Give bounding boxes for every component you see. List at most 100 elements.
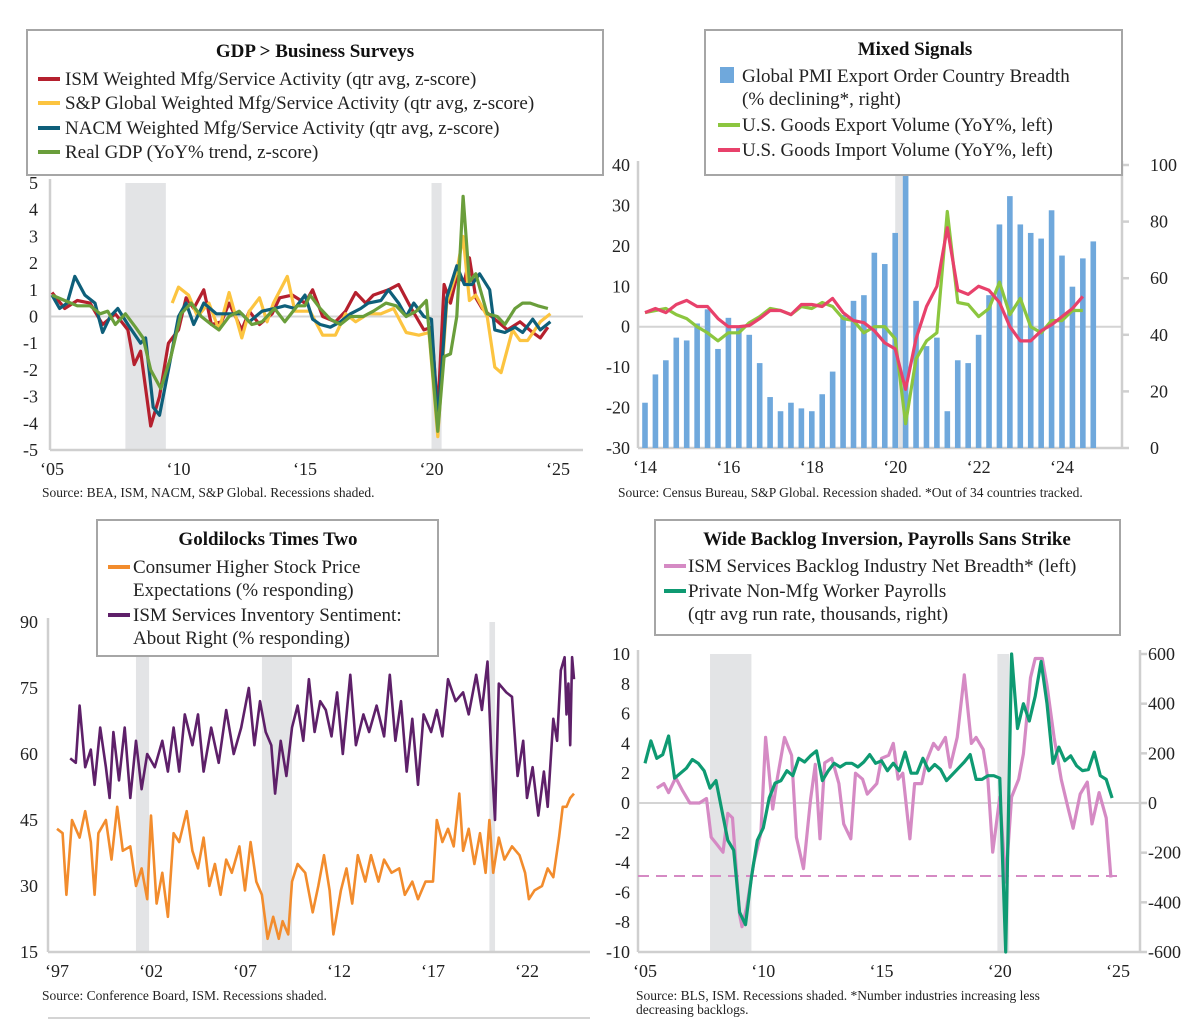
y-tick-label: 30 xyxy=(612,195,630,215)
bar xyxy=(944,411,951,448)
bar xyxy=(840,314,846,448)
x-tick-label: ‘05 xyxy=(40,459,64,479)
y-tick-label: 30 xyxy=(20,876,38,896)
legend-label: Expectations (% responding) xyxy=(133,580,354,601)
legend-box xyxy=(26,29,604,176)
y2-tick-label: -200 xyxy=(1148,843,1181,863)
x-tick-label: ‘15 xyxy=(870,961,894,981)
chart-1: 5 4 3 2 1 0 -1 -2 -3 -4 -5‘05 ‘10 ‘15 ‘20 ‘25 Source: B… xyxy=(23,29,604,500)
series-line-1 xyxy=(56,792,575,941)
source-note: Source: Conference Board, ISM. Recession… xyxy=(42,988,327,1003)
y2-tick-label: 0 xyxy=(1148,793,1157,813)
legend-label: S&P Global Weighted Mfg/Service Activity… xyxy=(65,93,534,114)
bar xyxy=(1090,241,1097,448)
x-tick-label: ‘20 xyxy=(883,457,907,477)
bar xyxy=(756,363,763,448)
chart-title: GDP > Business Surveys xyxy=(216,41,414,62)
legend-label: Consumer Higher Stock Price xyxy=(133,557,360,578)
y2-tick-label: 80 xyxy=(1150,212,1168,232)
bar xyxy=(715,348,721,448)
bar xyxy=(954,360,961,448)
y-tick-label: -10 xyxy=(606,942,630,962)
legend: Goldilocks Times Two Consumer Higher Stoc… xyxy=(96,519,439,657)
y-tick-label: -2 xyxy=(23,360,38,380)
legend-label: Global PMI Export Order Country Breadth xyxy=(742,66,1070,87)
source-note: decreasing backlogs. xyxy=(636,1002,748,1017)
legend-label: U.S. Goods Export Volume (YoY%, left) xyxy=(742,115,1053,136)
series-line-4 xyxy=(51,194,549,433)
bar xyxy=(1017,224,1024,448)
y-tick-label: 0 xyxy=(621,793,630,813)
bar xyxy=(1059,255,1065,448)
y-tick-label: 90 xyxy=(20,612,38,632)
x-tick-label: ‘25 xyxy=(1106,961,1130,981)
x-tick-label: ‘22 xyxy=(515,961,539,981)
bar xyxy=(673,337,680,448)
x-tick-label: ‘15 xyxy=(293,459,317,479)
y2-tick-label: 20 xyxy=(1150,381,1168,401)
y-tick-label: 75 xyxy=(20,678,38,698)
chart-title: Goldilocks Times Two xyxy=(178,529,357,550)
y2-tick-label: 60 xyxy=(1150,268,1168,288)
bar xyxy=(934,337,940,448)
chart-4: 10 8 6 4 2 0 -2 -4 -6 -8 -10 600 400 200 0 -200 -400 -600… xyxy=(606,519,1181,1017)
y-tick-label: 5 xyxy=(29,173,38,193)
bar xyxy=(809,411,815,448)
y-tick-label: 1 xyxy=(29,280,38,300)
x-tick-label: ‘12 xyxy=(327,961,351,981)
y2-tick-label: 0 xyxy=(1150,438,1159,458)
y2-tick-label: -400 xyxy=(1148,892,1181,912)
series-line-3 xyxy=(50,264,552,425)
x-tick-label: ‘10 xyxy=(751,961,775,981)
bar xyxy=(819,394,826,448)
bar xyxy=(1069,286,1076,448)
x-tick-label: ‘22 xyxy=(967,457,991,477)
bar xyxy=(975,334,982,448)
y-tick-label: 2 xyxy=(621,763,630,783)
bar xyxy=(965,363,971,448)
legend-label: U.S. Goods Import Volume (YoY%, left) xyxy=(742,140,1053,161)
y-tick-label: 4 xyxy=(29,200,38,220)
chart-title: Mixed Signals xyxy=(858,39,973,60)
bar xyxy=(861,295,867,448)
legend-label: Private Non-Mfg Worker Payrolls xyxy=(688,581,946,602)
y2-tick-label: -600 xyxy=(1148,942,1181,962)
y-tick-label: -30 xyxy=(606,438,630,458)
x-tick-label: ‘14 xyxy=(633,457,657,477)
bar xyxy=(1038,238,1044,448)
legend-label: (qtr avg run rate, thousands, right) xyxy=(688,604,948,625)
series-line-2 xyxy=(644,226,1085,391)
legend: GDP > Business Surveys ISM Weighted Mfg/S… xyxy=(26,29,604,176)
x-tick-label: ‘02 xyxy=(139,961,163,981)
bar xyxy=(663,360,669,448)
y-tick-label: 6 xyxy=(621,704,630,724)
y-tick-label: -10 xyxy=(606,357,630,377)
bar xyxy=(881,264,888,448)
legend-label: NACM Weighted Mfg/Service Activity (qtr … xyxy=(65,118,500,139)
y-tick-label: 3 xyxy=(29,226,38,246)
bar xyxy=(871,252,878,448)
y-tick-label: 4 xyxy=(621,733,630,753)
x-tick-label: ‘07 xyxy=(233,961,257,981)
chart-3: 90 75 60 45 30 15 ‘97 ‘02 ‘07 ‘12 ‘17 ‘22 Source: Co… xyxy=(20,519,590,1019)
bar xyxy=(902,165,909,448)
x-tick-label: ‘18 xyxy=(800,457,824,477)
y-tick-label: -8 xyxy=(615,912,630,932)
y-tick-label: -4 xyxy=(615,853,630,873)
bar xyxy=(923,346,930,448)
legend-label: Real GDP (YoY% trend, z-score) xyxy=(65,142,318,163)
series-line-2 xyxy=(170,234,552,439)
y-tick-label: 2 xyxy=(29,253,38,273)
legend-label: (% declining*, right) xyxy=(742,89,901,110)
bar xyxy=(986,295,992,448)
legend-label: ISM Services Inventory Sentiment: xyxy=(133,605,402,626)
legend-label: About Right (% responding) xyxy=(133,628,350,649)
bar xyxy=(736,326,742,448)
x-tick-label: ‘05 xyxy=(633,961,657,981)
y-tick-label: 10 xyxy=(612,644,630,664)
bar xyxy=(850,300,857,448)
x-tick-label: ‘20 xyxy=(420,459,444,479)
x-tick-label: ‘97 xyxy=(45,961,69,981)
